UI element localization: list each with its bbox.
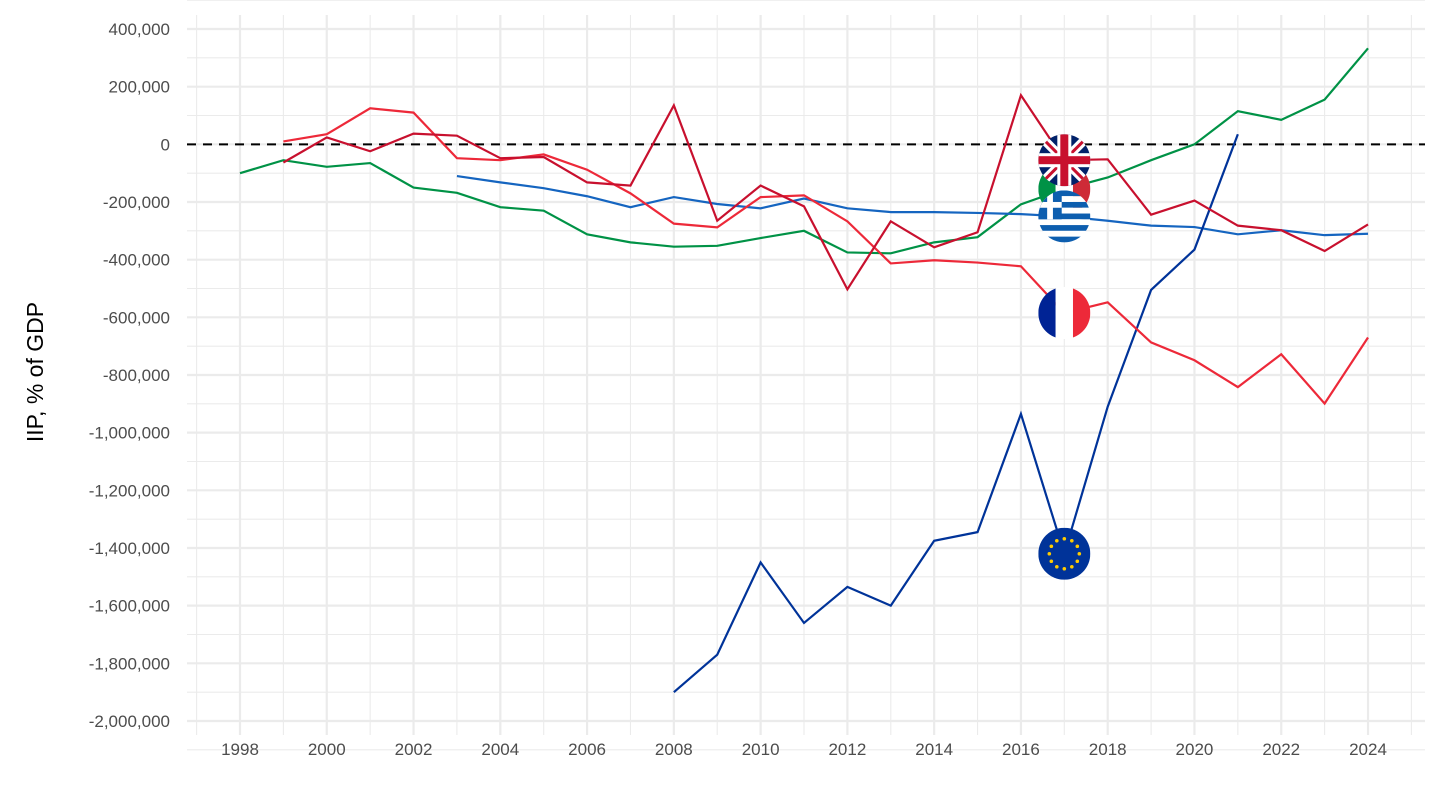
eu-star <box>1075 544 1080 549</box>
x-tick-label: 2004 <box>481 740 519 759</box>
x-tick-labels: 1998 2000 2002 2004 2006 2008 2010 2012 2014 2016… <box>221 740 1387 759</box>
y-tick-label: -1,800,000 <box>89 654 170 673</box>
y-tick-label: -400,000 <box>103 251 170 270</box>
x-tick-label: 2024 <box>1349 740 1387 759</box>
x-tick-label: 1998 <box>221 740 259 759</box>
eu-star <box>1055 564 1059 569</box>
eu-star <box>1055 538 1059 543</box>
eu-star <box>1075 559 1080 564</box>
series-line-greece <box>456 174 1369 237</box>
y-tick-label: -1,000,000 <box>89 424 170 443</box>
x-tick-label: 2002 <box>395 740 433 759</box>
x-tick-label: 2022 <box>1262 740 1300 759</box>
x-tick-label: 2012 <box>828 740 866 759</box>
x-tick-label: 2010 <box>742 740 780 759</box>
x-tick-label: 2020 <box>1176 740 1214 759</box>
eu-star <box>1049 559 1054 564</box>
series-line-united-kingdom <box>282 92 1369 292</box>
y-tick-label: -1,400,000 <box>89 539 170 558</box>
uk-flag-icon <box>1038 134 1091 187</box>
x-tick-label: 2008 <box>655 740 693 759</box>
y-tick-label: -1,600,000 <box>89 597 170 616</box>
eu-star <box>1077 551 1082 556</box>
series-line-france <box>283 107 1369 406</box>
eu-star <box>1070 538 1074 543</box>
y-tick-label: -1,200,000 <box>89 481 170 500</box>
france-flag-icon <box>1038 287 1091 340</box>
series-line-italy <box>239 47 1369 255</box>
y-tick-label: -200,000 <box>103 193 170 212</box>
eu-star <box>1049 544 1054 549</box>
y-tick-labels: 400,000 200,000 0 -200,000 -400,000 -600,000 -… <box>89 20 170 731</box>
x-tick-label: 2006 <box>568 740 606 759</box>
y-axis-title: IIP, % of GDP <box>22 302 48 442</box>
series-lines <box>239 47 1369 693</box>
flag-markers <box>1038 134 1091 580</box>
y-tick-label: -800,000 <box>103 366 170 385</box>
y-tick-label: -2,000,000 <box>89 712 170 731</box>
gridlines <box>187 0 1425 751</box>
eu-flag-icon <box>1038 527 1091 580</box>
eu-star <box>1062 536 1067 541</box>
y-tick-label: 400,000 <box>109 20 170 39</box>
greece-flag-icon <box>1038 190 1091 243</box>
y-tick-label: 200,000 <box>109 78 170 97</box>
eu-star <box>1070 564 1074 569</box>
y-tick-label: 0 <box>161 135 170 154</box>
x-tick-label: 2016 <box>1002 740 1040 759</box>
x-tick-label: 2000 <box>308 740 346 759</box>
eu-star <box>1062 566 1067 571</box>
x-tick-label: 2014 <box>915 740 953 759</box>
y-tick-label: -600,000 <box>103 308 170 327</box>
x-tick-label: 2018 <box>1089 740 1127 759</box>
series-line-euro-area <box>673 133 1239 693</box>
eu-star <box>1047 551 1052 556</box>
